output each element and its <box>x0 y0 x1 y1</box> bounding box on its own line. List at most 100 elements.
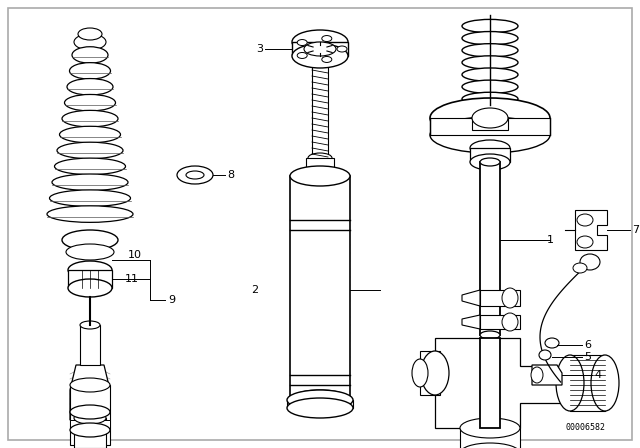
Ellipse shape <box>72 47 108 63</box>
Ellipse shape <box>322 56 332 62</box>
Ellipse shape <box>462 92 518 106</box>
Ellipse shape <box>580 254 600 270</box>
Text: 1: 1 <box>547 235 554 245</box>
Ellipse shape <box>47 206 133 222</box>
Ellipse shape <box>337 46 347 52</box>
Ellipse shape <box>430 117 550 153</box>
Ellipse shape <box>462 19 518 33</box>
Ellipse shape <box>68 261 112 279</box>
Ellipse shape <box>462 31 518 45</box>
Ellipse shape <box>470 154 510 170</box>
Ellipse shape <box>556 355 584 411</box>
Ellipse shape <box>502 313 518 331</box>
Ellipse shape <box>480 331 500 339</box>
Ellipse shape <box>68 279 112 297</box>
Ellipse shape <box>297 39 307 46</box>
Bar <box>470 148 510 162</box>
Ellipse shape <box>70 378 110 392</box>
Ellipse shape <box>412 359 428 387</box>
Ellipse shape <box>287 398 353 418</box>
Ellipse shape <box>74 412 106 424</box>
Text: 3: 3 <box>256 44 263 54</box>
Polygon shape <box>435 338 570 428</box>
Ellipse shape <box>421 351 449 395</box>
Bar <box>287 400 353 408</box>
Ellipse shape <box>591 355 619 411</box>
Bar <box>306 158 334 176</box>
Ellipse shape <box>573 263 587 273</box>
Polygon shape <box>532 365 562 385</box>
Bar <box>292 42 348 56</box>
Bar <box>570 355 605 411</box>
Ellipse shape <box>57 142 123 159</box>
Polygon shape <box>462 315 480 329</box>
Ellipse shape <box>462 68 518 82</box>
Ellipse shape <box>460 443 520 448</box>
Ellipse shape <box>306 171 334 181</box>
Ellipse shape <box>460 418 520 438</box>
Ellipse shape <box>297 52 307 59</box>
Ellipse shape <box>78 28 102 40</box>
Ellipse shape <box>577 236 593 248</box>
Ellipse shape <box>74 34 106 50</box>
Ellipse shape <box>80 321 100 329</box>
Ellipse shape <box>287 390 353 410</box>
Ellipse shape <box>480 158 500 166</box>
Ellipse shape <box>290 166 350 186</box>
Ellipse shape <box>54 158 125 175</box>
Text: 10: 10 <box>128 250 142 260</box>
Ellipse shape <box>70 63 111 79</box>
Ellipse shape <box>292 44 348 68</box>
Ellipse shape <box>186 171 204 179</box>
Text: 7: 7 <box>632 225 639 235</box>
Ellipse shape <box>292 30 348 54</box>
Ellipse shape <box>430 98 550 138</box>
Ellipse shape <box>67 78 113 95</box>
Ellipse shape <box>462 80 518 94</box>
Ellipse shape <box>70 405 110 419</box>
Bar <box>80 325 100 365</box>
Bar <box>420 351 440 395</box>
Ellipse shape <box>177 166 213 184</box>
Text: 4: 4 <box>594 370 601 380</box>
Bar <box>290 176 350 400</box>
Bar <box>480 315 520 329</box>
Bar <box>70 420 110 430</box>
Ellipse shape <box>60 126 120 143</box>
Ellipse shape <box>472 108 508 128</box>
Ellipse shape <box>52 174 128 190</box>
Ellipse shape <box>70 423 110 437</box>
Bar <box>480 290 520 306</box>
Bar <box>460 428 520 448</box>
Ellipse shape <box>531 367 543 383</box>
Ellipse shape <box>545 338 559 348</box>
Ellipse shape <box>65 95 115 111</box>
Polygon shape <box>462 290 480 306</box>
Ellipse shape <box>502 288 518 308</box>
Bar <box>74 418 106 448</box>
Ellipse shape <box>462 43 518 57</box>
Ellipse shape <box>62 110 118 127</box>
Ellipse shape <box>66 244 114 260</box>
Bar <box>480 162 500 335</box>
Ellipse shape <box>304 42 336 56</box>
Bar <box>68 270 112 288</box>
Ellipse shape <box>539 350 551 360</box>
Text: 2: 2 <box>251 285 258 295</box>
Ellipse shape <box>49 190 131 207</box>
Text: 11: 11 <box>125 274 139 284</box>
Polygon shape <box>430 118 550 135</box>
Ellipse shape <box>62 230 118 250</box>
Ellipse shape <box>462 56 518 69</box>
Text: 8: 8 <box>227 170 234 180</box>
Ellipse shape <box>470 140 510 156</box>
Text: 5: 5 <box>584 352 591 362</box>
Ellipse shape <box>308 153 332 163</box>
Bar <box>480 338 500 428</box>
Polygon shape <box>70 365 110 420</box>
Text: 9: 9 <box>168 295 175 305</box>
Ellipse shape <box>290 390 350 410</box>
Bar <box>70 385 110 445</box>
Ellipse shape <box>577 214 593 226</box>
Ellipse shape <box>322 35 332 42</box>
